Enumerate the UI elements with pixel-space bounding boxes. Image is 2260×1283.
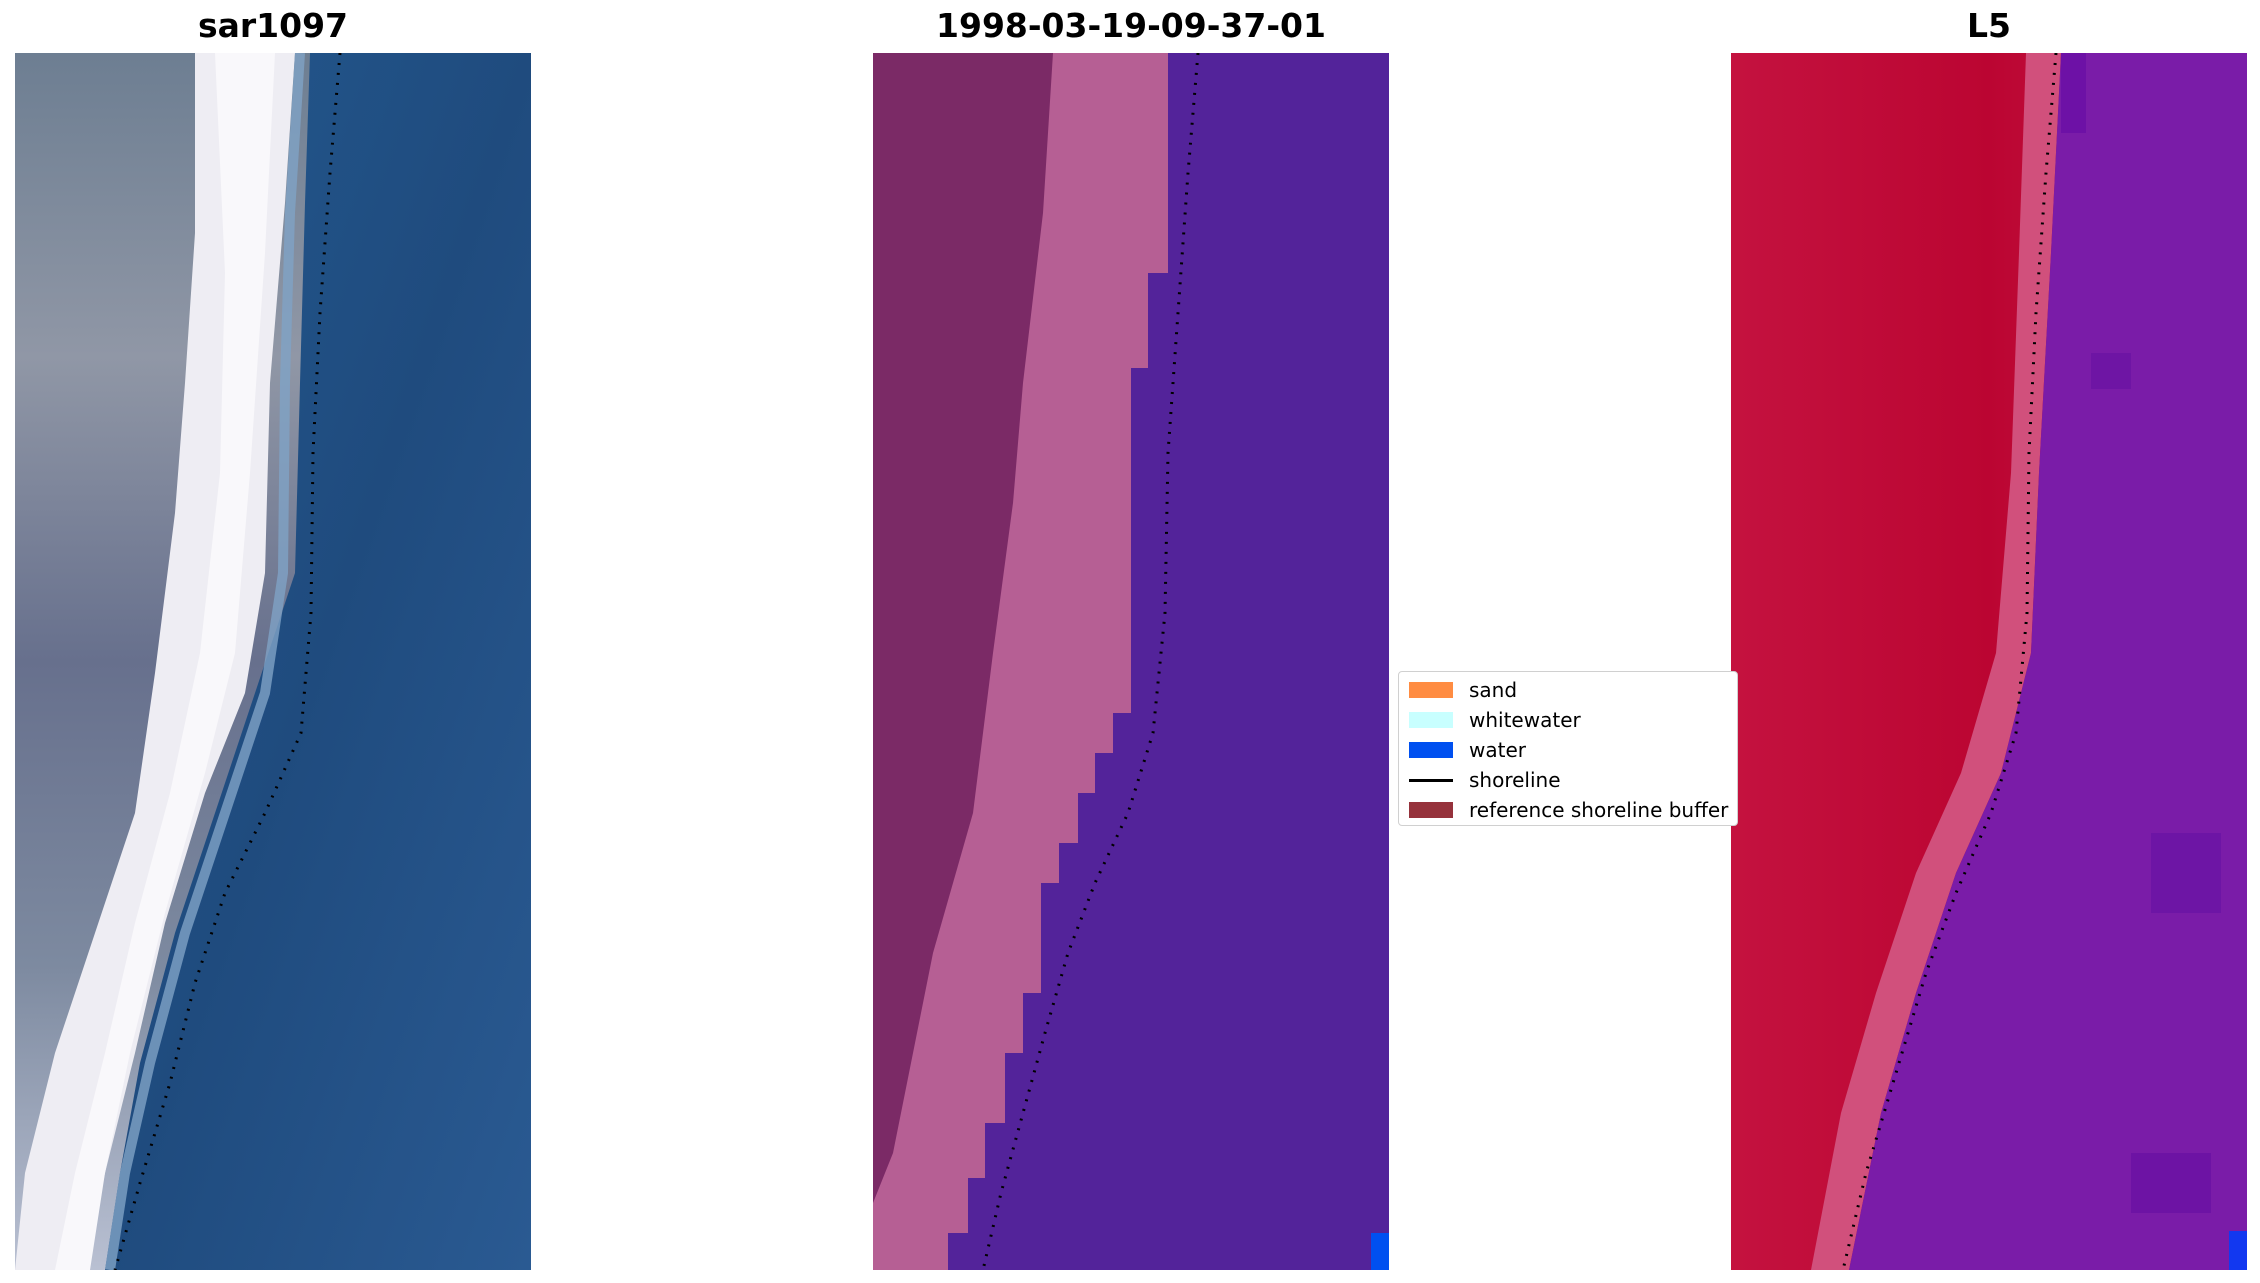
panel-title-rgb: sar1097: [197, 6, 349, 45]
whitewater-swatch: [1409, 712, 1453, 728]
legend: sand whitewater water shoreline referenc…: [1398, 671, 1738, 826]
legend-label-sand: sand: [1469, 678, 1518, 702]
shoreline-classified: [981, 53, 1200, 1270]
legend-label-water: water: [1469, 738, 1526, 762]
legend-item-reference-buffer: reference shoreline buffer: [1409, 798, 1729, 822]
panel-title-index: L5: [1967, 6, 2011, 45]
reference-buffer-swatch: [1409, 802, 1453, 818]
legend-item-sand: sand: [1409, 678, 1518, 702]
water-swatch: [1409, 742, 1453, 758]
legend-label-shoreline: shoreline: [1469, 768, 1561, 792]
legend-label-whitewater: whitewater: [1469, 708, 1581, 732]
legend-label-reference-buffer: reference shoreline buffer: [1469, 798, 1729, 822]
index-image: [1731, 53, 2247, 1270]
shoreline-line-swatch: [1409, 778, 1453, 782]
classified-image: [873, 53, 1389, 1270]
legend-item-whitewater: whitewater: [1409, 708, 1581, 732]
panel-title-classified: 1998-03-19-09-37-01: [936, 6, 1326, 45]
index-image-panel: [1731, 53, 2247, 1270]
rgb-image-panel: [15, 53, 531, 1270]
legend-item-water: water: [1409, 738, 1526, 762]
rgb-image: [15, 53, 531, 1270]
sand-swatch: [1409, 682, 1453, 698]
legend-item-shoreline: shoreline: [1409, 768, 1561, 792]
classified-image-panel: [873, 53, 1389, 1270]
